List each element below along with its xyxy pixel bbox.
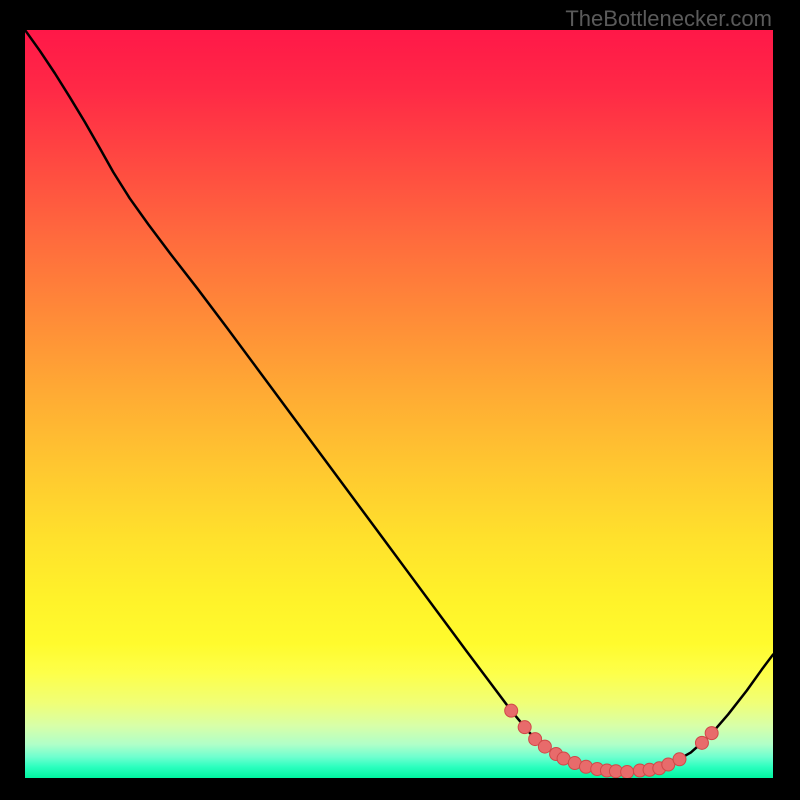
chart-container: TheBottlenecker.com: [0, 0, 800, 800]
data-marker: [580, 760, 593, 773]
data-marker: [673, 753, 686, 766]
plot-area: [25, 30, 773, 778]
data-marker: [705, 727, 718, 740]
data-marker: [538, 740, 551, 753]
data-marker: [695, 736, 708, 749]
data-marker: [518, 721, 531, 734]
data-marker: [621, 766, 634, 778]
chart-svg: [25, 30, 773, 778]
gradient-background: [25, 30, 773, 778]
watermark-text: TheBottlenecker.com: [565, 6, 772, 32]
data-marker: [505, 704, 518, 717]
